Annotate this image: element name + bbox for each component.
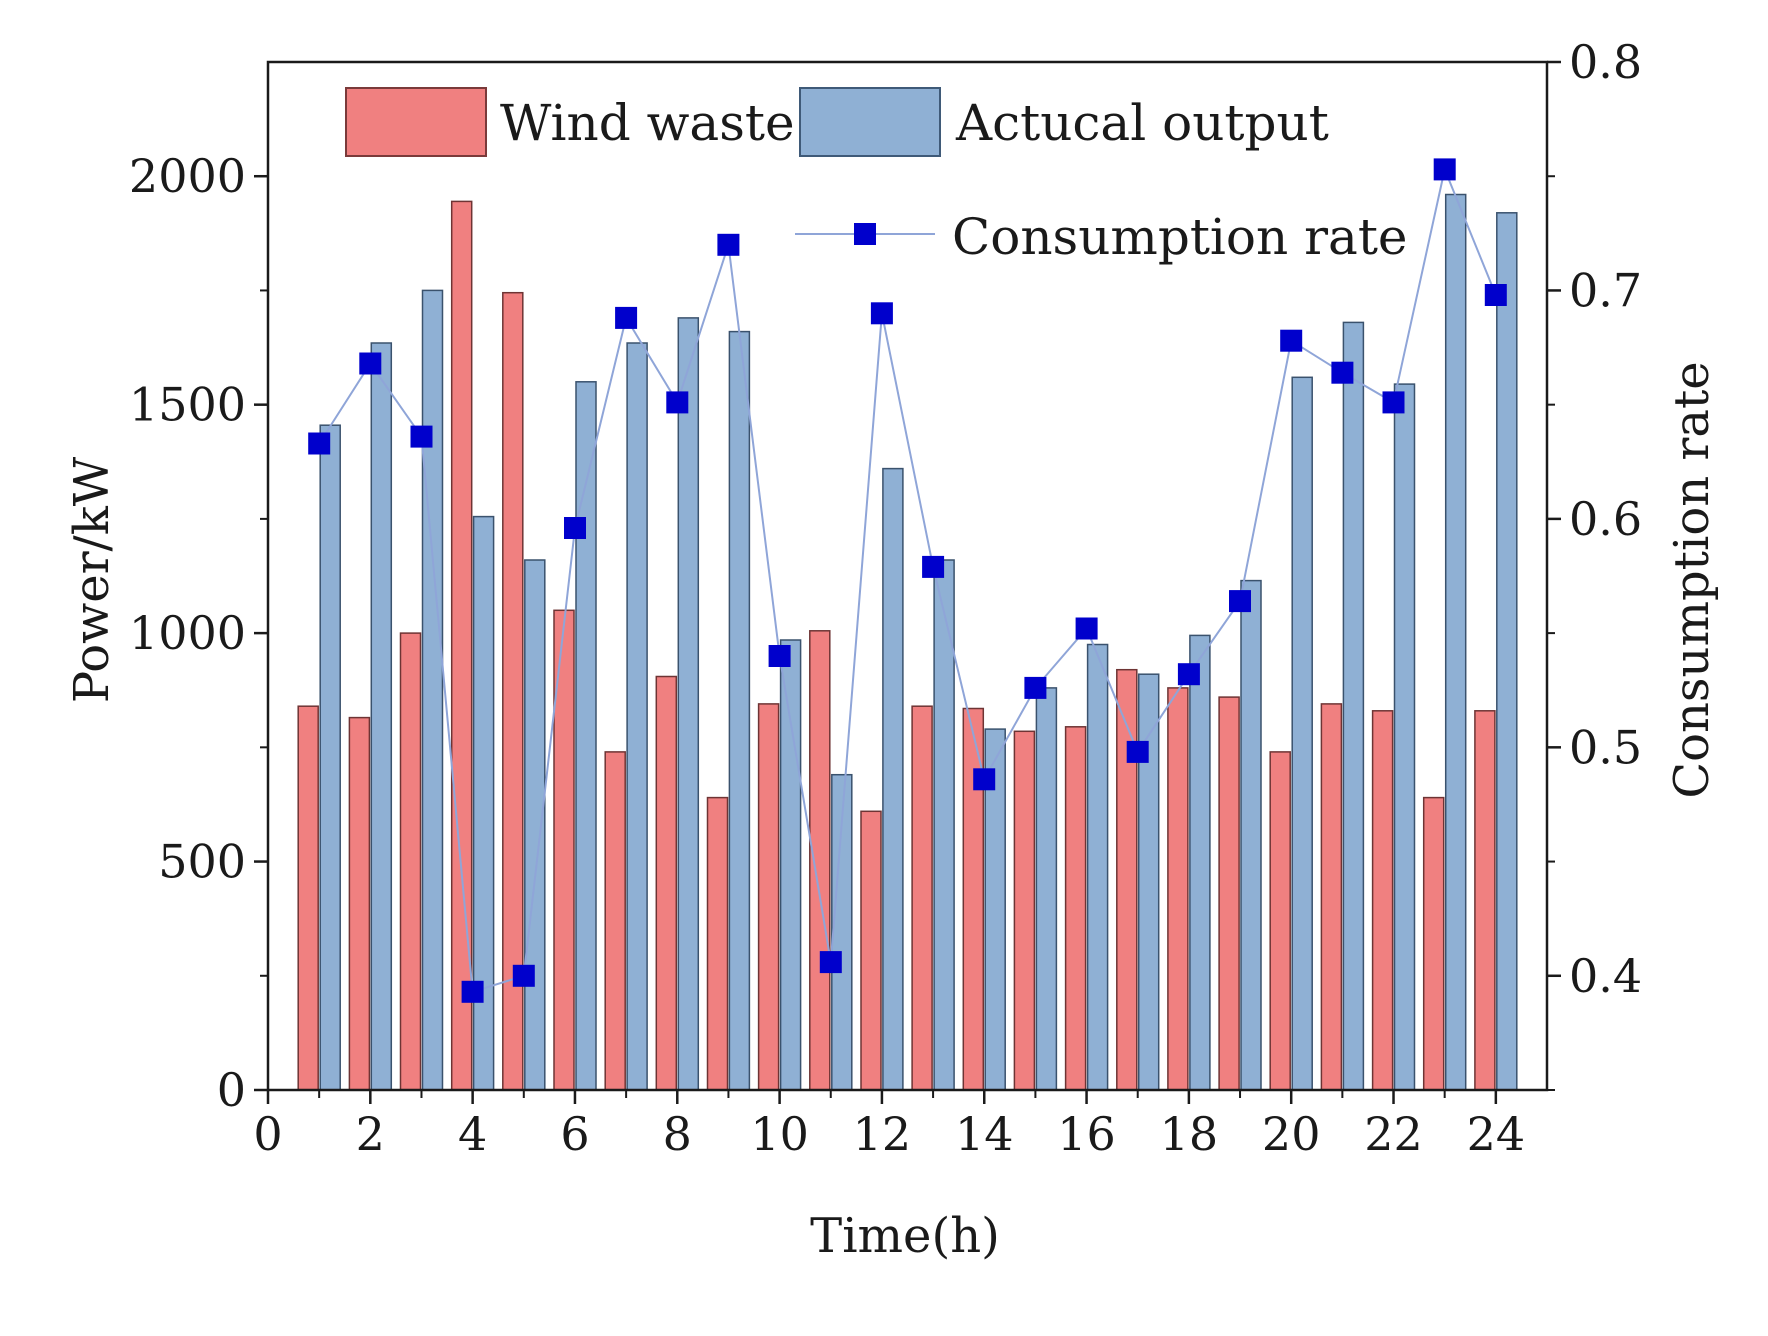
- point-consumption-rate-h14: [973, 768, 996, 791]
- y-left-tick-label-500: 500: [158, 835, 246, 889]
- bar-wind-waste-h18: [1167, 687, 1189, 1091]
- bar-actual-output-h10: [779, 639, 802, 1091]
- legend-label-consumption-rate: Consumption rate: [952, 208, 1408, 266]
- y-axis-right-title: Consumption rate: [1664, 361, 1720, 798]
- point-consumption-rate-h23: [1433, 158, 1456, 181]
- axes-layer: 0 2 4 6 8 10 12 14 16 18 20 22 2405001000150020000.4…: [129, 35, 1642, 1161]
- y-right-tick-label-0.4: 0.4: [1569, 949, 1642, 1003]
- bar-actual-output-h18: [1189, 634, 1211, 1091]
- x-tick-label-0: 0: [253, 1107, 282, 1161]
- line-layer: [308, 158, 1507, 1003]
- point-consumption-rate-h5: [512, 964, 535, 987]
- x-tick-label-24: 24: [1467, 1107, 1526, 1161]
- point-consumption-rate-h3: [410, 425, 433, 448]
- x-tick-label-6: 6: [560, 1107, 589, 1161]
- bar-wind-waste-h16: [1064, 726, 1087, 1091]
- point-consumption-rate-h22: [1382, 391, 1405, 414]
- legend-label-wind-waste: Wind waste: [500, 94, 795, 152]
- x-tick-label-16: 16: [1057, 1107, 1116, 1161]
- point-consumption-rate-h15: [1024, 676, 1047, 699]
- bar-wind-waste-h17: [1116, 668, 1138, 1091]
- point-consumption-rate-h11: [819, 951, 842, 974]
- y-left-tick-label-2000: 2000: [129, 149, 246, 203]
- y-left-tick-label-1500: 1500: [129, 378, 246, 432]
- y-right-tick-label-0.6: 0.6: [1569, 492, 1642, 546]
- bar-actual-output-h21: [1342, 321, 1365, 1091]
- point-consumption-rate-h19: [1229, 590, 1251, 613]
- point-consumption-rate-h12: [870, 302, 893, 325]
- legend: Wind waste Actucal output Consumption ra…: [345, 87, 1408, 266]
- bar-actual-output-h19: [1240, 579, 1262, 1091]
- point-consumption-rate-h8: [666, 391, 689, 414]
- x-tick-label-20: 20: [1262, 1107, 1321, 1161]
- point-consumption-rate-h6: [564, 517, 586, 539]
- bar-actual-output-h1: [319, 424, 341, 1091]
- y-left-tick-label-0: 0: [217, 1063, 246, 1117]
- y-left-tick-label-1000: 1000: [129, 606, 246, 660]
- x-axis-title: Time(h): [810, 1208, 1000, 1264]
- legend-swatch-actual-output: [799, 87, 941, 157]
- point-consumption-rate-h1: [308, 432, 331, 455]
- bar-actual-output-h22: [1393, 383, 1416, 1091]
- point-consumption-rate-h17: [1126, 740, 1149, 763]
- bar-wind-waste-h10: [757, 703, 780, 1091]
- bar-actual-output-h15: [1035, 687, 1058, 1091]
- y-right-tick-label-0.8: 0.8: [1569, 35, 1642, 89]
- point-consumption-rate-h16: [1075, 617, 1098, 640]
- bar-wind-waste-h15: [1013, 730, 1036, 1091]
- bar-actual-output-h12: [882, 467, 904, 1091]
- x-tick-label-4: 4: [458, 1107, 487, 1161]
- bar-wind-waste-h7: [604, 751, 626, 1091]
- point-consumption-rate-h18: [1177, 663, 1200, 686]
- y-right-tick-label-0.7: 0.7: [1569, 263, 1642, 317]
- bar-wind-waste-h8: [655, 675, 678, 1091]
- point-consumption-rate-h2: [359, 352, 382, 375]
- x-tick-label-18: 18: [1160, 1107, 1219, 1161]
- y-axis-left-title: Power/kW: [64, 456, 120, 703]
- bar-actual-output-h3: [421, 289, 444, 1091]
- bar-wind-waste-h2: [348, 716, 371, 1091]
- point-consumption-rate-h24: [1484, 284, 1507, 306]
- x-tick-label-12: 12: [853, 1107, 912, 1161]
- bar-actual-output-h20: [1291, 376, 1313, 1091]
- point-consumption-rate-h9: [717, 233, 740, 256]
- x-tick-label-8: 8: [663, 1107, 692, 1161]
- bar-actual-output-h8: [677, 317, 700, 1091]
- bar-actual-output-h16: [1086, 643, 1109, 1091]
- bar-wind-waste-h21: [1320, 703, 1343, 1091]
- bar-wind-waste-h1: [297, 705, 319, 1091]
- plot-frame: [266, 60, 1549, 1092]
- point-consumption-rate-h21: [1331, 361, 1354, 384]
- bar-wind-waste-h22: [1371, 710, 1394, 1091]
- x-tick-label-2: 2: [356, 1107, 385, 1161]
- bar-wind-waste-h24: [1474, 710, 1496, 1091]
- point-consumption-rate-h10: [768, 645, 791, 667]
- y-right-tick-label-0.5: 0.5: [1569, 720, 1642, 774]
- point-consumption-rate-h4: [461, 980, 484, 1003]
- legend-marker-consumption-rate: [854, 223, 876, 245]
- x-tick-label-10: 10: [750, 1107, 809, 1161]
- x-tick-label-14: 14: [955, 1107, 1014, 1161]
- bar-actual-output-h24: [1496, 212, 1518, 1091]
- point-consumption-rate-h20: [1280, 329, 1303, 352]
- bar-wind-waste-h19: [1218, 696, 1240, 1091]
- bar-actual-output-h9: [728, 330, 751, 1091]
- bar-wind-waste-h3: [399, 632, 422, 1091]
- legend-label-actual-output: Actucal output: [955, 94, 1329, 152]
- bar-actual-output-h7: [626, 342, 648, 1091]
- x-tick-label-22: 22: [1364, 1107, 1423, 1161]
- point-consumption-rate-h13: [922, 555, 945, 578]
- bar-actual-output-h23: [1444, 193, 1467, 1091]
- bar-wind-waste-h9: [706, 796, 729, 1091]
- bar-actual-output-h2: [370, 342, 393, 1091]
- bar-wind-waste-h20: [1269, 751, 1291, 1091]
- bar-actual-output-h6: [575, 381, 597, 1091]
- legend-swatch-wind-waste: [345, 87, 487, 157]
- bar-wind-waste-h23: [1422, 796, 1445, 1091]
- bar-wind-waste-h12: [860, 810, 882, 1091]
- bar-actual-output-h4: [472, 515, 495, 1091]
- bar-wind-waste-h13: [911, 705, 933, 1091]
- point-consumption-rate-h7: [615, 306, 638, 329]
